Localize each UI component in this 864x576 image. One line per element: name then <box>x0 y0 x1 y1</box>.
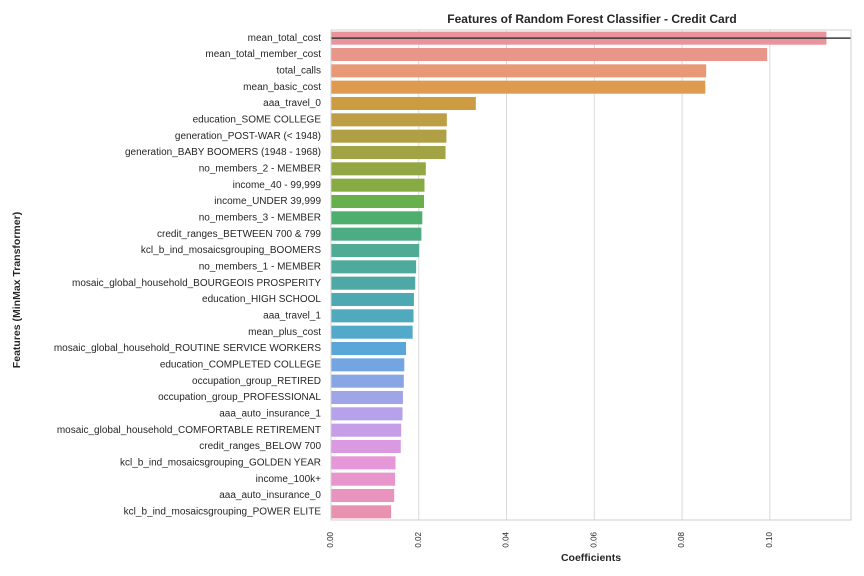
category-label: aaa_auto_insurance_0 <box>219 490 321 501</box>
category-label: income_UNDER 39,999 <box>214 196 321 207</box>
bar <box>331 390 403 405</box>
bar <box>331 178 425 192</box>
category-label: mean_total_member_cost <box>205 49 321 60</box>
bar <box>331 472 396 486</box>
category-label: no_members_3 - MEMBER <box>199 212 321 223</box>
plot-frame <box>330 29 852 521</box>
bar <box>331 96 476 111</box>
category-label: no_members_1 - MEMBER <box>199 261 321 272</box>
category-label: mean_basic_cost <box>243 82 321 93</box>
bar <box>331 358 405 372</box>
bar <box>331 129 447 143</box>
category-label: mean_plus_cost <box>248 327 321 338</box>
bar <box>331 194 425 209</box>
category-label: kcl_b_ind_mosaicsgrouping_POWER ELITE <box>124 506 322 517</box>
category-label: education_COMPLETED COLLEGE <box>160 359 322 370</box>
chart-title: Features of Random Forest Classifier - C… <box>447 12 736 26</box>
category-label: generation_POST-WAR (< 1948) <box>175 131 321 142</box>
category-label: mosaic_global_household_BOURGEOIS PROSPE… <box>72 278 321 289</box>
bar <box>331 423 402 437</box>
bar <box>331 47 768 62</box>
category-label: credit_ranges_BETWEEN 700 & 799 <box>157 229 321 240</box>
bar <box>331 243 420 258</box>
category-label: aaa_travel_1 <box>263 310 321 321</box>
x-tick-label: 0.00 <box>326 531 335 547</box>
bar <box>331 309 414 323</box>
x-tick-labels: 0.00 0.02 0.04 0.06 0.08 0.10 <box>326 531 774 547</box>
category-label: kcl_b_ind_mosaicsgrouping_BOOMERS <box>141 245 321 256</box>
bar <box>331 64 707 78</box>
bar <box>331 260 417 274</box>
bar <box>331 276 416 290</box>
category-label: aaa_auto_insurance_1 <box>219 408 321 419</box>
bars <box>331 31 827 519</box>
bar <box>331 456 396 470</box>
category-label: education_HIGH SCHOOL <box>202 294 321 305</box>
category-label: credit_ranges_BELOW 700 <box>199 441 321 452</box>
category-label: income_40 - 99,999 <box>233 180 322 191</box>
bar <box>331 145 446 160</box>
category-label: income_100k+ <box>256 474 321 485</box>
bar <box>331 407 403 421</box>
x-axis-title: Coefficients <box>561 552 621 564</box>
category-label: mosaic_global_household_ROUTINE SERVICE … <box>54 343 321 354</box>
bar <box>331 374 404 388</box>
category-label: aaa_travel_0 <box>263 98 321 109</box>
category-label: kcl_b_ind_mosaicsgrouping_GOLDEN YEAR <box>120 457 321 468</box>
bar <box>331 488 395 503</box>
category-label: total_calls <box>277 65 321 76</box>
x-tick-label: 0.04 <box>502 531 511 547</box>
bar <box>331 292 414 307</box>
x-tick-label: 0.08 <box>677 531 686 547</box>
bar <box>331 505 392 519</box>
bar <box>331 80 706 94</box>
x-tick-label: 0.02 <box>414 531 423 547</box>
category-label: no_members_2 - MEMBER <box>199 163 321 174</box>
bar <box>331 113 447 127</box>
category-label: mosaic_global_household_COMFORTABLE RETI… <box>57 425 321 436</box>
category-label: occupation_group_PROFESSIONAL <box>158 392 321 403</box>
x-tick-label: 0.06 <box>589 531 598 547</box>
category-label: generation_BABY BOOMERS (1948 - 1968) <box>125 147 321 158</box>
bar <box>331 439 401 454</box>
bar <box>331 325 413 339</box>
category-labels: mean_total_cost mean_total_member_costtot… <box>54 33 322 518</box>
x-tick-label: 0.10 <box>765 531 774 547</box>
category-label: occupation_group_RETIRED <box>192 376 321 387</box>
category-label: mean_total_cost <box>248 33 322 44</box>
bar <box>331 341 407 356</box>
bar <box>331 211 423 225</box>
category-label: education_SOME COLLEGE <box>193 114 322 125</box>
y-axis-title: Features (MinMax Transformer) <box>11 212 23 368</box>
bar <box>331 227 422 241</box>
bar <box>331 162 426 176</box>
